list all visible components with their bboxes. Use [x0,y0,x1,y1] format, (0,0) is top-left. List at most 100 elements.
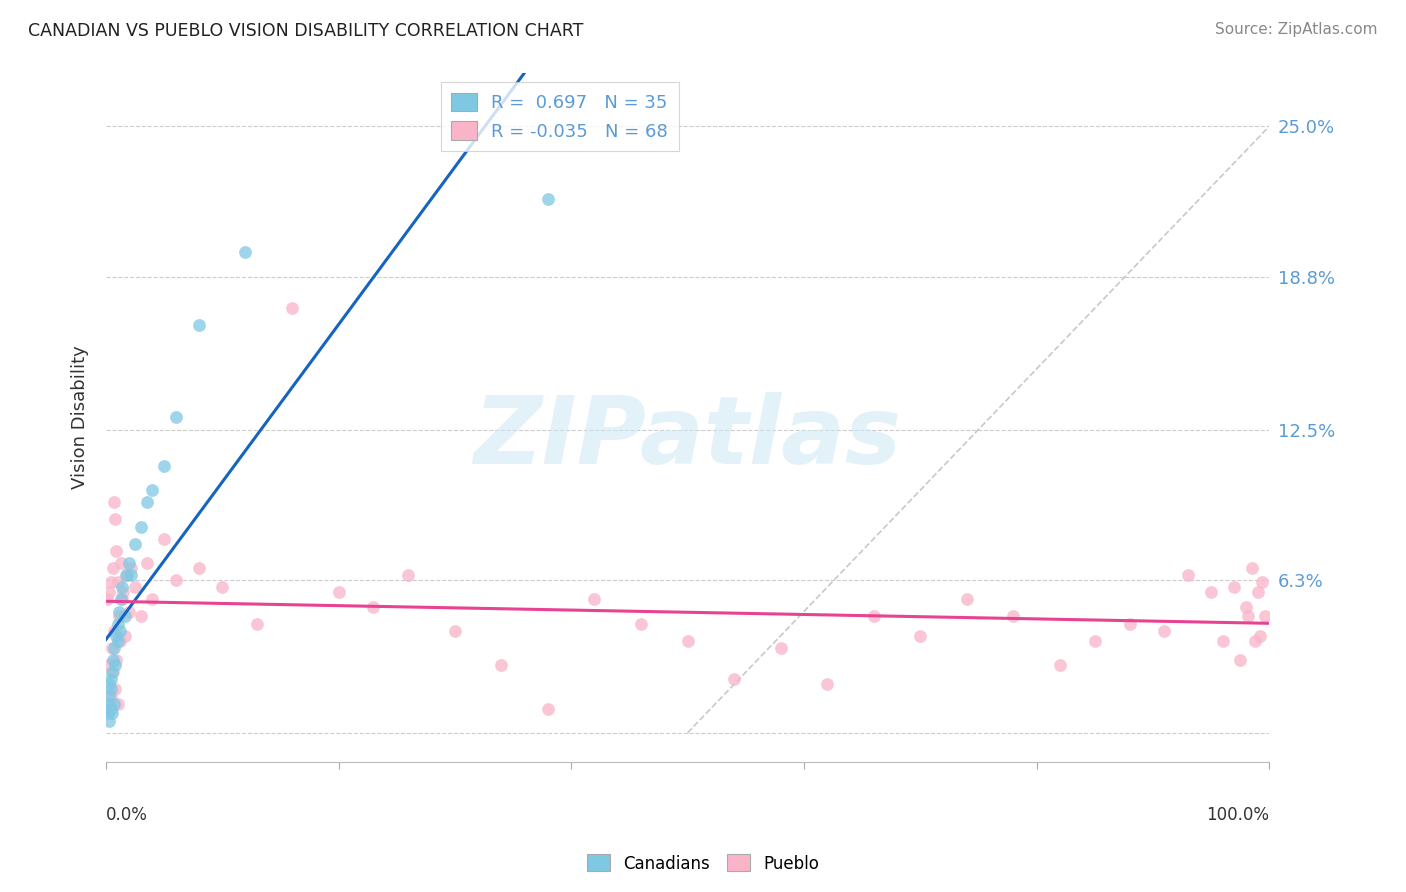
Point [1177,568,1199,582]
Point [1249,629,1271,643]
Point [118,556,141,570]
Point [104,512,127,526]
Point [115,568,138,582]
Point [1253,609,1275,624]
Text: Source: ZipAtlas.com: Source: ZipAtlas.com [1215,22,1378,37]
Point [111,592,134,607]
Point [101,561,124,575]
Point [110,592,132,607]
Point [110,556,132,570]
Point [129,519,152,533]
Point [956,592,979,607]
Point [101,665,124,680]
Point [211,580,233,594]
Point [1246,585,1268,599]
Point [114,629,136,643]
Text: 0.0%: 0.0% [105,805,148,823]
Point [103,697,125,711]
Point [100,673,122,687]
Point [235,245,257,260]
Point [165,573,187,587]
Point [96,701,118,715]
Point [100,690,122,704]
Point [107,633,129,648]
Point [583,592,606,607]
Point [165,410,187,425]
Point [100,665,122,680]
Point [769,640,792,655]
Point [1229,653,1251,667]
Point [97,697,120,711]
Point [107,605,129,619]
Point [862,609,884,624]
Point [105,544,128,558]
Point [121,568,143,582]
Point [104,682,127,697]
Point [141,592,163,607]
Point [1237,609,1260,624]
Point [107,575,129,590]
Point [105,629,128,643]
Point [153,458,176,473]
Point [676,633,699,648]
Point [1002,609,1025,624]
Legend: R =  0.697   N = 35, R = -0.035   N = 68: R = 0.697 N = 35, R = -0.035 N = 68 [440,82,679,152]
Point [111,580,134,594]
Legend: Canadians, Pueblo: Canadians, Pueblo [581,847,825,880]
Point [444,624,467,638]
Point [121,561,143,575]
Point [100,706,122,721]
Point [1118,616,1140,631]
Point [537,192,560,206]
Point [108,633,131,648]
Point [188,561,211,575]
Point [135,495,157,509]
Point [98,714,121,728]
Point [246,616,269,631]
Point [188,318,211,333]
Point [124,536,146,550]
Point [107,697,129,711]
Point [103,640,125,655]
Point [103,495,125,509]
Text: CANADIAN VS PUEBLO VISION DISABILITY CORRELATION CHART: CANADIAN VS PUEBLO VISION DISABILITY COR… [28,22,583,40]
Y-axis label: Vision Disability: Vision Disability [72,345,89,490]
Point [104,657,127,672]
Point [100,640,122,655]
Point [328,585,350,599]
Point [1234,599,1257,614]
Point [108,624,131,638]
Point [723,673,745,687]
Point [100,701,122,715]
Point [1251,575,1274,590]
Point [537,701,560,715]
Point [107,609,129,624]
Point [129,609,152,624]
Point [118,605,141,619]
Point [153,532,176,546]
Point [908,629,931,643]
Point [1212,633,1234,648]
Point [630,616,652,631]
Point [97,706,120,721]
Point [135,556,157,570]
Point [101,653,124,667]
Point [114,609,136,624]
Point [1223,580,1246,594]
Point [98,677,121,691]
Point [1049,657,1071,672]
Point [363,599,385,614]
Point [124,580,146,594]
Point [96,592,118,607]
Point [114,568,136,582]
Point [1244,633,1267,648]
Point [100,575,122,590]
Point [107,616,129,631]
Point [1199,585,1222,599]
Point [97,657,120,672]
Point [141,483,163,498]
Point [105,653,128,667]
Text: 100.0%: 100.0% [1206,805,1270,823]
Point [100,682,122,697]
Point [1084,633,1107,648]
